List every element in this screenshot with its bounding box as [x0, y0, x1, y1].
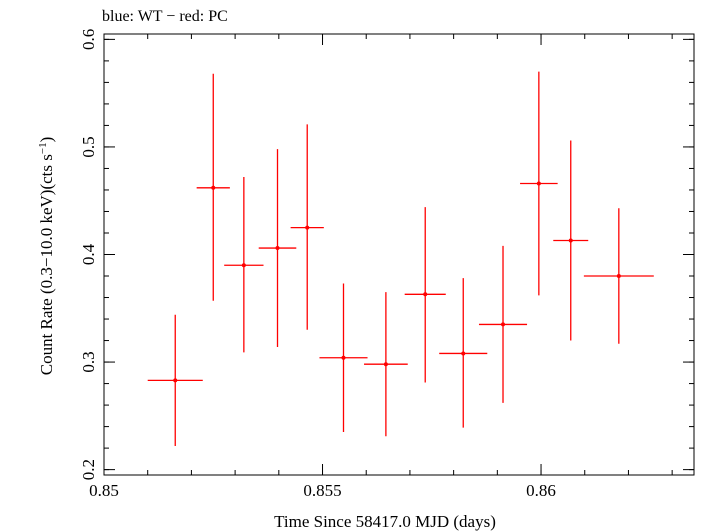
data-points — [147, 71, 654, 446]
data-point — [404, 207, 446, 383]
plot-frame — [103, 33, 695, 476]
x-axis-label: Time Since 58417.0 MJD (days) — [274, 512, 496, 531]
y-tick-label: 0.2 — [79, 459, 98, 480]
data-point — [147, 314, 203, 446]
data-marker — [241, 263, 246, 268]
data-point — [520, 71, 558, 296]
y-axis-label-close: ) — [37, 137, 56, 143]
data-marker — [501, 322, 506, 327]
data-marker — [616, 274, 621, 279]
data-point — [439, 278, 488, 428]
data-marker — [536, 181, 541, 186]
data-marker — [211, 185, 216, 190]
data-point — [478, 245, 528, 403]
data-marker — [568, 238, 573, 243]
data-marker — [275, 246, 280, 251]
data-marker — [383, 362, 388, 367]
data-marker — [341, 355, 346, 360]
data-point — [258, 149, 297, 348]
chart-title: blue: WT − red: PC — [102, 8, 228, 25]
axis-ticks — [103, 34, 694, 475]
y-tick-label: 0.6 — [79, 29, 98, 50]
y-tick-label: 0.4 — [79, 243, 98, 265]
data-point — [583, 208, 654, 344]
data-point — [196, 73, 230, 301]
axis-tick-labels: 0.85 0.855 0.86 0.2 0.3 0.4 0.5 0.6 — [79, 29, 556, 500]
data-point — [319, 283, 368, 432]
data-marker — [461, 351, 466, 356]
y-axis-label-main: Count Rate (0.3−10.0 keV)(cts s — [37, 154, 56, 375]
x-tick-label: 0.855 — [303, 481, 341, 500]
data-marker — [305, 225, 310, 230]
data-point — [290, 124, 324, 330]
data-point — [364, 292, 408, 437]
data-marker — [423, 292, 428, 297]
y-tick-label: 0.5 — [79, 136, 98, 157]
x-tick-label: 0.86 — [526, 481, 556, 500]
data-point — [224, 177, 264, 353]
x-tick-label: 0.85 — [89, 481, 119, 500]
y-axis-label: Count Rate (0.3−10.0 keV)(cts s−1) — [37, 137, 56, 376]
data-point — [553, 140, 589, 341]
data-marker — [173, 378, 178, 383]
y-tick-label: 0.3 — [79, 351, 98, 372]
y-axis-label-exponent: −1 — [37, 142, 49, 154]
